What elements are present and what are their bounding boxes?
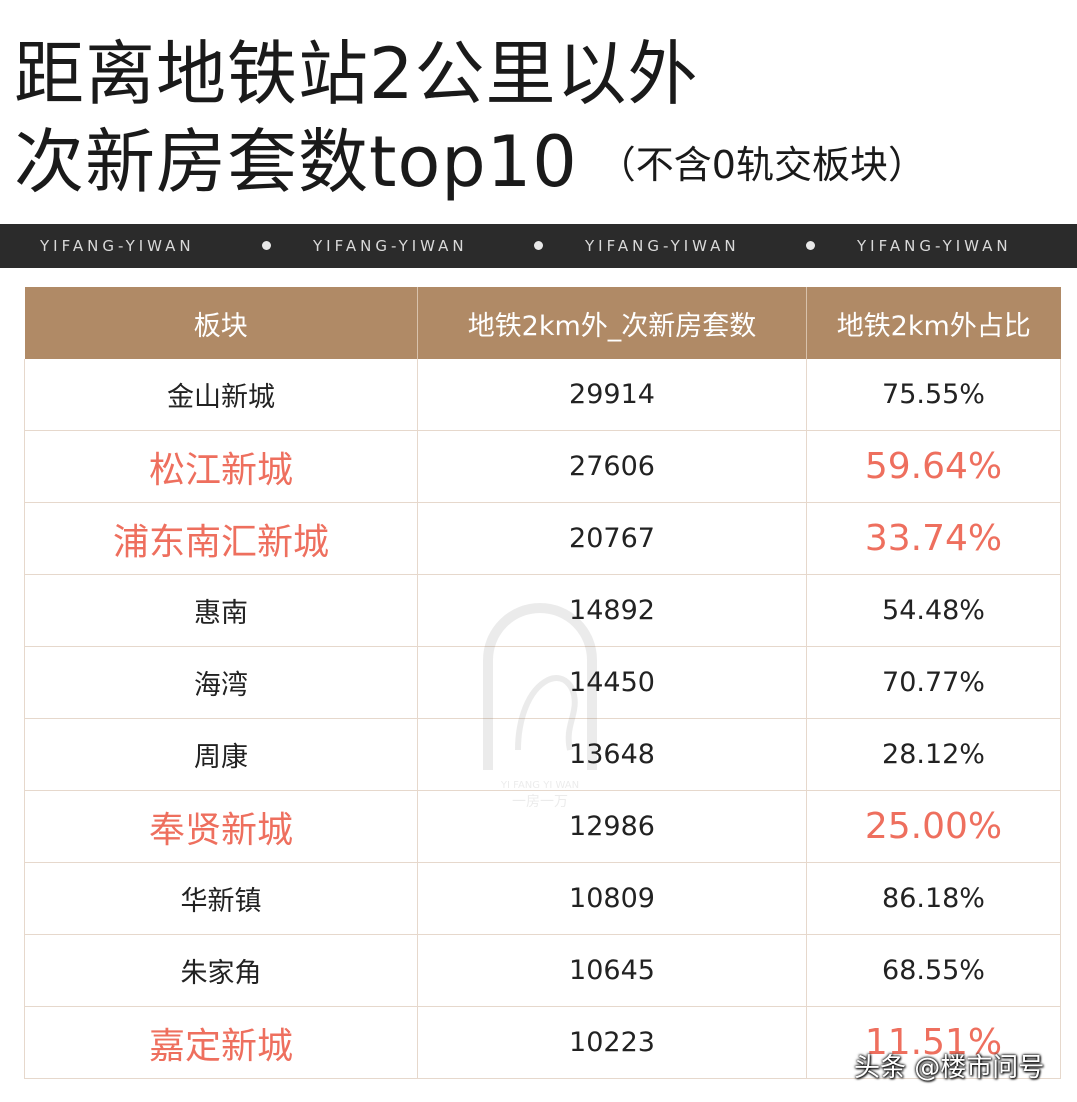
table-cell-block: 惠南: [24, 574, 418, 647]
brand-text-1: YIFANG-YIWAN: [40, 237, 195, 255]
table-row: 嘉定新城 10223 11.51%: [24, 1006, 1061, 1079]
table-row: 奉贤新城 12986 25.00%: [24, 790, 1061, 863]
brand-dot-1: [262, 241, 271, 250]
table-cell-count: 20767: [417, 502, 807, 575]
table-cell-count: 14892: [417, 574, 807, 647]
table-cell-block: 金山新城: [24, 359, 418, 431]
title-line-2-text: 次新房套数top10: [14, 121, 578, 203]
table-cell-block: 松江新城: [24, 430, 418, 503]
table-cell-block: 海湾: [24, 646, 418, 719]
column-header-count: 地铁2km外_次新房套数: [417, 287, 807, 359]
table-cell-ratio: 28.12%: [806, 718, 1061, 791]
brand-text-2: YIFANG-YIWAN: [313, 237, 468, 255]
brand-dot-3: [806, 241, 815, 250]
table-row: 松江新城 27606 59.64%: [24, 430, 1061, 503]
table-cell-count: 29914: [417, 359, 807, 431]
table-cell-ratio: 70.77%: [806, 646, 1061, 719]
table-cell-count: 10223: [417, 1006, 807, 1079]
brand-bar: YIFANG-YIWAN YIFANG-YIWAN YIFANG-YIWAN Y…: [0, 224, 1077, 268]
data-table: 板块 地铁2km外_次新房套数 地铁2km外占比 金山新城 29914 75.55%…: [24, 287, 1061, 1079]
table-row: 华新镇 10809 86.18%: [24, 862, 1061, 935]
table-cell-block: 朱家角: [24, 934, 418, 1007]
table-cell-count: 12986: [417, 790, 807, 863]
table-cell-ratio: 25.00%: [806, 790, 1061, 863]
table-cell-ratio: 75.55%: [806, 359, 1061, 431]
table-row: 惠南 14892 54.48%: [24, 574, 1061, 647]
table-cell-ratio: 68.55%: [806, 934, 1061, 1007]
table-row: 浦东南汇新城 20767 33.74%: [24, 502, 1061, 575]
table-cell-block: 浦东南汇新城: [24, 502, 418, 575]
table-cell-ratio: 11.51%: [806, 1006, 1061, 1079]
table-row: 朱家角 10645 68.55%: [24, 934, 1061, 1007]
source-watermark: 头条 @楼市问号: [854, 1053, 1045, 1083]
table-cell-block: 周康: [24, 718, 418, 791]
table-row: 海湾 14450 70.77%: [24, 646, 1061, 719]
page-title-line-1: 距离地铁站2公里以外: [14, 34, 699, 114]
table-cell-ratio: 86.18%: [806, 862, 1061, 935]
page-title-line-2: 次新房套数top10 （不含0轨交板块）: [14, 122, 926, 205]
table-cell-count: 13648: [417, 718, 807, 791]
table-cell-count: 10645: [417, 934, 807, 1007]
table-cell-block: 奉贤新城: [24, 790, 418, 863]
table-header-row: 板块 地铁2km外_次新房套数 地铁2km外占比: [24, 287, 1061, 359]
table-row: 周康 13648 28.12%: [24, 718, 1061, 791]
column-header-block: 板块: [24, 287, 418, 359]
table-row: 金山新城 29914 75.55%: [24, 359, 1061, 431]
table-cell-ratio: 33.74%: [806, 502, 1061, 575]
table-cell-count: 14450: [417, 646, 807, 719]
table-cell-block: 华新镇: [24, 862, 418, 935]
table-cell-ratio: 59.64%: [806, 430, 1061, 503]
table-cell-count: 10809: [417, 862, 807, 935]
title-note: （不含0轨交板块）: [597, 143, 926, 187]
column-header-ratio: 地铁2km外占比: [806, 287, 1061, 359]
table-cell-ratio: 54.48%: [806, 574, 1061, 647]
brand-text-4: YIFANG-YIWAN: [857, 237, 1012, 255]
brand-dot-2: [534, 241, 543, 250]
table-cell-count: 27606: [417, 430, 807, 503]
title-line-1-text: 距离地铁站2公里以外: [14, 33, 699, 115]
table-body: 金山新城 29914 75.55% 松江新城 27606 59.64% 浦东南汇新城 2076…: [24, 359, 1061, 1079]
table-cell-block: 嘉定新城: [24, 1006, 418, 1079]
brand-text-3: YIFANG-YIWAN: [585, 237, 740, 255]
data-table-wrapper: 板块 地铁2km外_次新房套数 地铁2km外占比 金山新城 29914 75.55%…: [24, 287, 1061, 1079]
